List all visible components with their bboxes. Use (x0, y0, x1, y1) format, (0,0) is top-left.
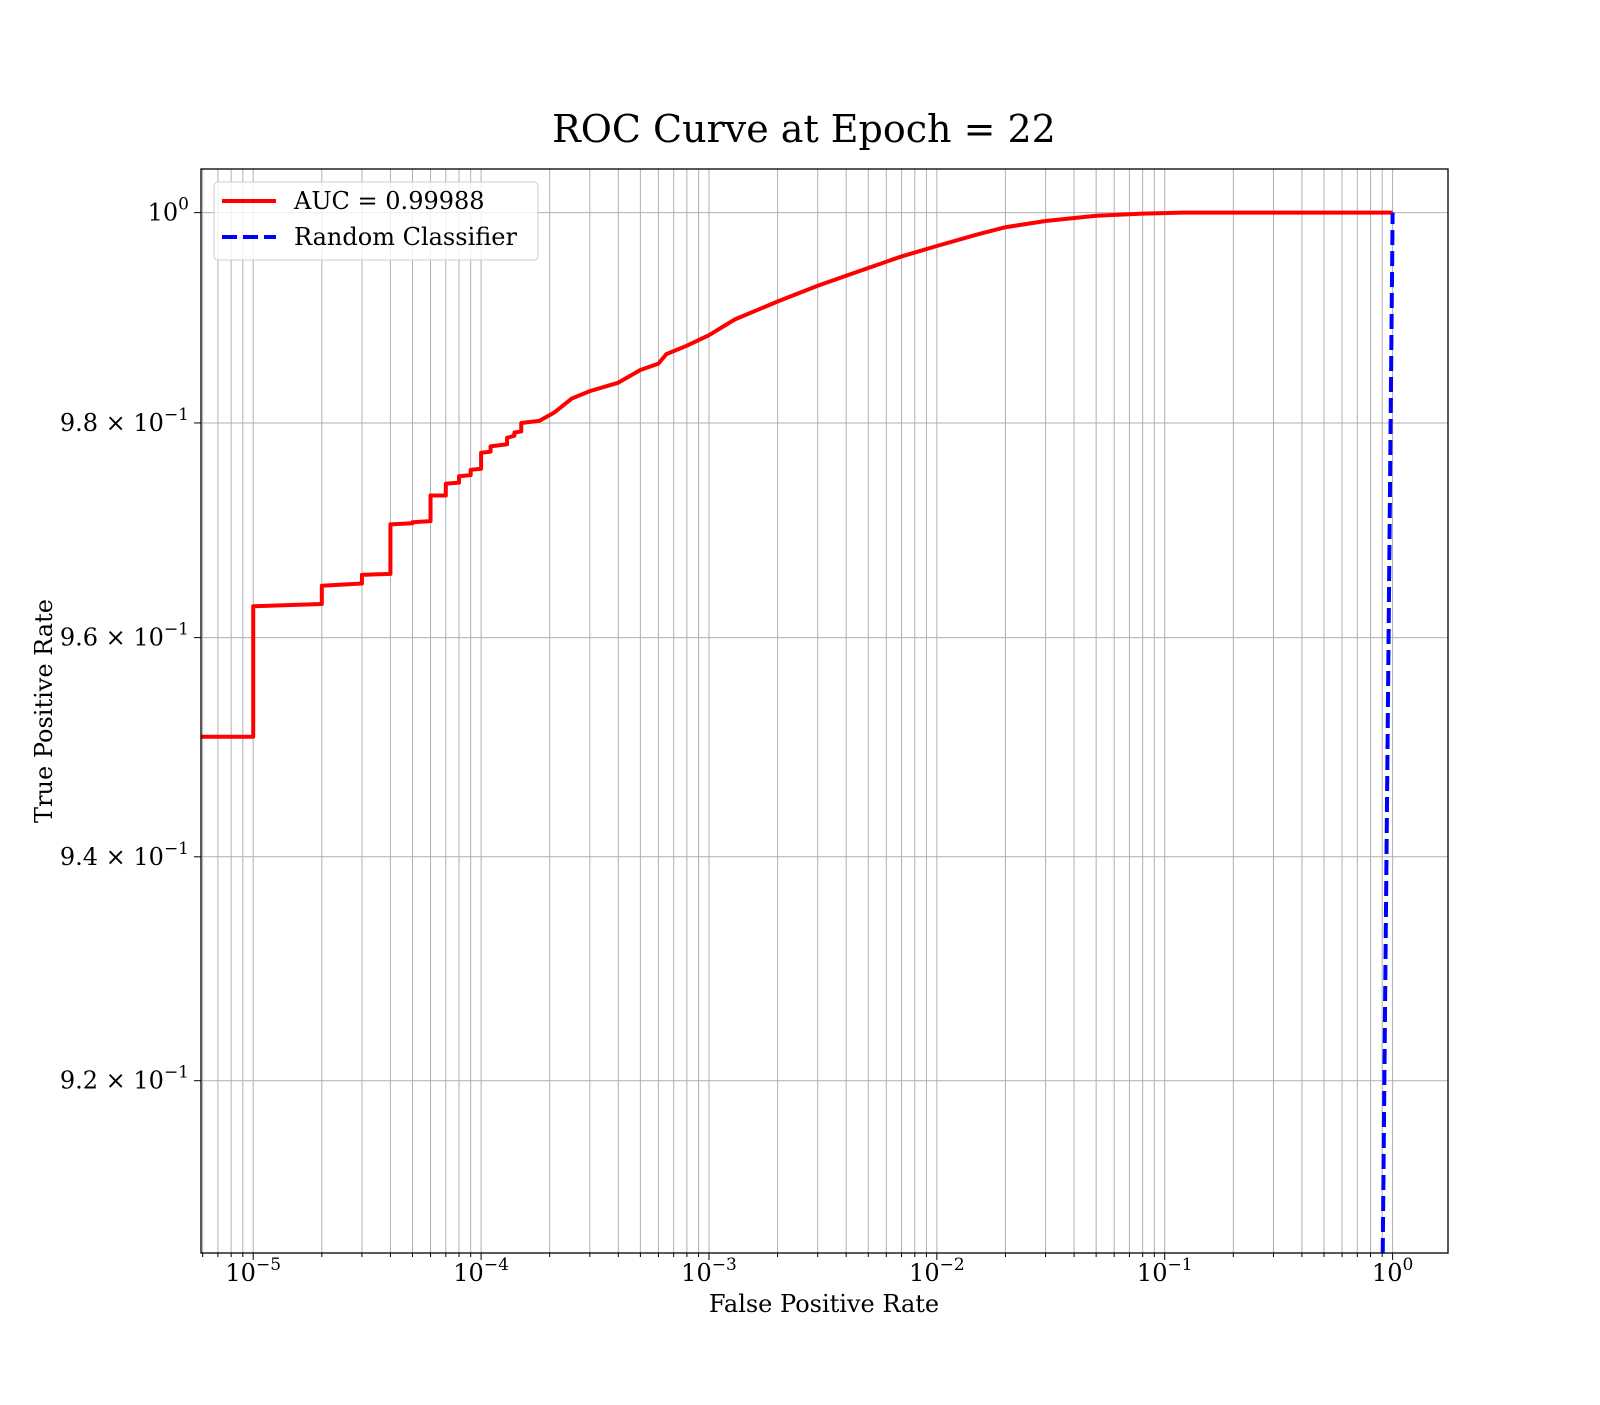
grid-lines (201, 169, 1448, 1253)
y-tick-label: 100 (148, 195, 189, 227)
y-tick-label: 9.4 × 10−1 (60, 839, 189, 871)
x-tick-label: 10−3 (681, 1255, 737, 1287)
series-lines (201, 210, 1395, 1253)
chart-title: ROC Curve at Epoch = 22 (552, 107, 1056, 151)
x-tick-label: 10−1 (1137, 1255, 1193, 1287)
plot-frame (200, 168, 1449, 1254)
x-tick-labels: 10−5 10−4 10−3 10−2 10−1 100 (225, 1255, 1413, 1287)
x-tick-label: 10−4 (453, 1255, 509, 1287)
legend-box (213, 181, 539, 261)
y-tick-label: 9.8 × 10−1 (60, 405, 189, 437)
x-tick-label: 100 (1372, 1255, 1413, 1287)
legend-label-random: Random Classifier (294, 223, 517, 251)
legend: AUC = 0.99988 Random Classifier (213, 181, 539, 261)
roc-curve-line (201, 210, 1393, 739)
tick-marks (194, 212, 1394, 1260)
x-tick-label: 10−5 (225, 1255, 281, 1287)
x-tick-label: 10−2 (909, 1255, 965, 1287)
y-axis-label: True Positive Rate (30, 599, 58, 823)
x-axis-label: False Positive Rate (709, 1290, 939, 1318)
legend-label-auc: AUC = 0.99988 (293, 187, 485, 215)
y-tick-label: 9.2 × 10−1 (60, 1063, 189, 1095)
random-classifier-line (1380, 212, 1395, 1253)
y-tick-labels: 9.2 × 10−1 9.4 × 10−1 9.6 × 10−1 9.8 × 10−1… (60, 195, 189, 1095)
y-tick-label: 9.6 × 10−1 (60, 620, 189, 652)
